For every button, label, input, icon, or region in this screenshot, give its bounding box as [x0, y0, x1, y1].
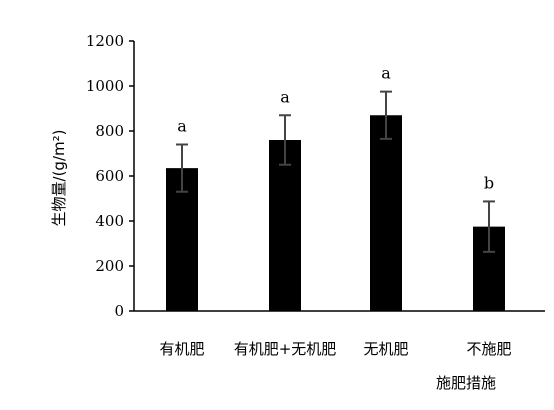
- significance-labels: a a a b: [177, 64, 494, 193]
- y-tick-label: 0: [114, 302, 124, 320]
- category-label: 有机肥+无机肥: [234, 340, 337, 358]
- y-axis-title: 生物量/(g/m²): [50, 130, 68, 227]
- error-bars: [176, 90, 495, 253]
- y-tick-label: 1200: [86, 32, 124, 50]
- y-tick-label: 400: [95, 212, 124, 230]
- significance-label: a: [381, 64, 391, 83]
- bar: [269, 140, 301, 311]
- significance-label: b: [484, 173, 494, 192]
- significance-label: a: [177, 117, 187, 136]
- significance-label: a: [280, 87, 290, 106]
- y-tick-label: 600: [95, 167, 124, 185]
- y-axis: 0 200 400 600 800 1000 1200: [86, 32, 135, 320]
- category-label: 不施肥: [466, 340, 511, 358]
- category-label: 有机肥: [159, 340, 204, 358]
- bar: [370, 115, 402, 311]
- y-tick-label: 1000: [86, 77, 124, 95]
- bars: [166, 115, 505, 311]
- y-tick-label: 200: [95, 257, 124, 275]
- category-label: 无机肥: [363, 340, 408, 358]
- y-tick-label: 800: [95, 122, 124, 140]
- category-labels: 有机肥 有机肥+无机肥 无机肥 不施肥: [159, 340, 511, 358]
- x-axis-title: 施肥措施: [436, 374, 496, 392]
